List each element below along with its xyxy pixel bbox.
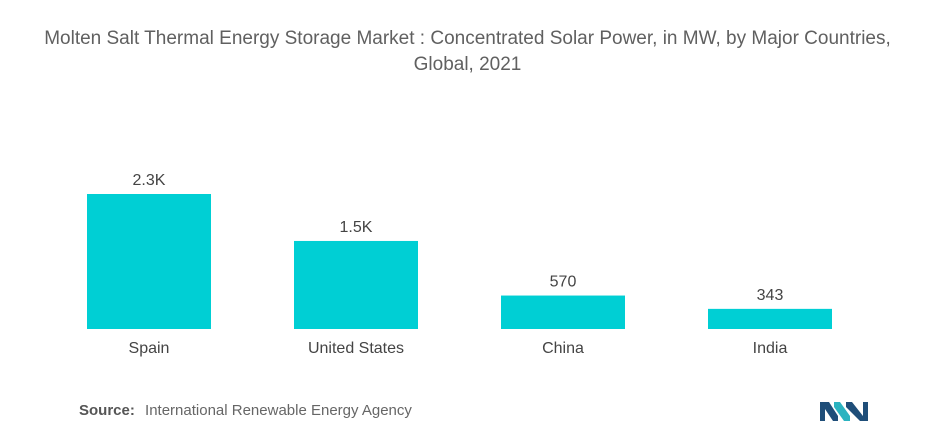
chart-title: Molten Salt Thermal Energy Storage Marke…	[44, 28, 891, 75]
value-label: 570	[550, 274, 577, 291]
source-note: Source: International Renewable Energy A…	[79, 402, 412, 419]
logo-left-shape	[820, 402, 838, 421]
mordor-intelligence-logo-icon	[820, 402, 868, 421]
value-labels-layer: 2.3K 1.5K 570 343	[133, 172, 784, 304]
bar-china	[501, 295, 625, 329]
value-label: 1.5K	[340, 219, 373, 236]
source-label: Source:	[79, 402, 135, 419]
bar-india	[708, 308, 832, 329]
bar-spain	[87, 194, 211, 329]
value-label: 2.3K	[133, 172, 166, 189]
logo-middle-shape	[834, 402, 850, 421]
bars-layer	[87, 194, 832, 329]
category-label: China	[542, 340, 584, 357]
category-label: Spain	[129, 340, 170, 357]
value-label: 343	[757, 287, 784, 304]
category-label: India	[753, 340, 788, 357]
bar-united-states	[294, 240, 418, 329]
logo-right-shape	[846, 402, 868, 421]
category-labels-layer: Spain United States China India	[129, 340, 788, 357]
category-label: United States	[308, 340, 404, 357]
source-text: International Renewable Energy Agency	[145, 402, 412, 419]
